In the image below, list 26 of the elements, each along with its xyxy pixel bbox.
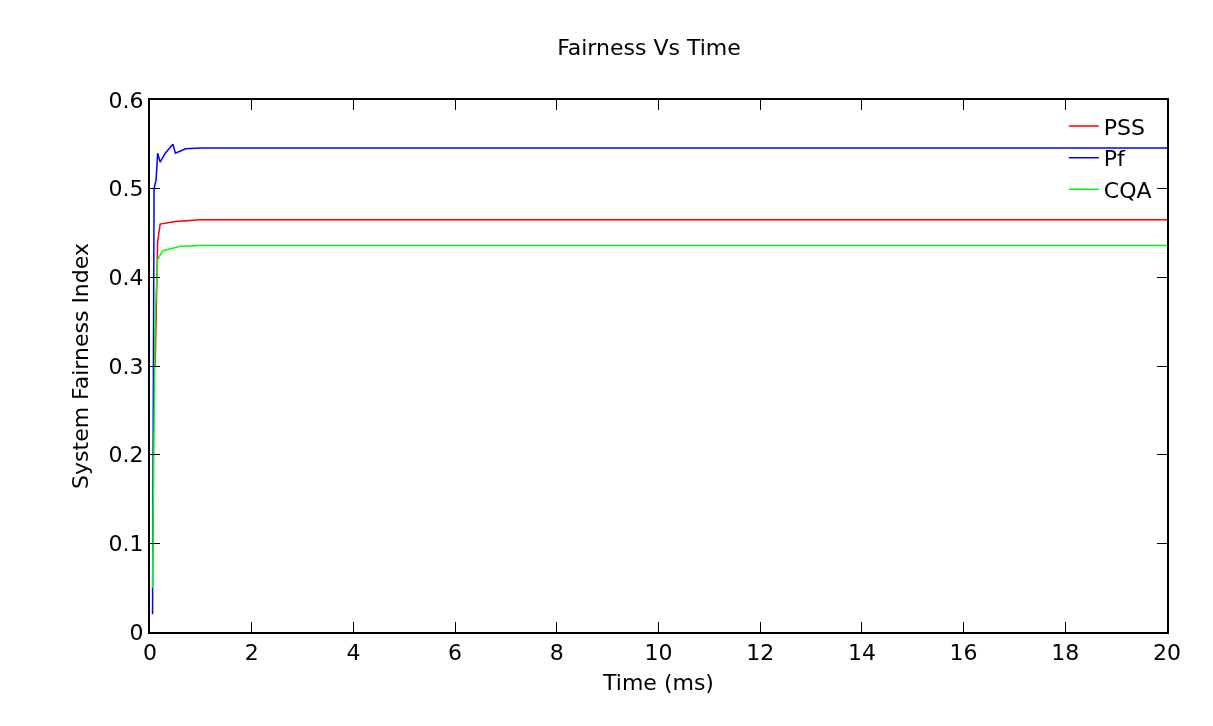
line-series [151,143,1167,616]
legend-label: Pf [1103,146,1127,172]
line-series [154,218,1167,367]
y-axis-title: System Fairness Index [67,243,93,489]
y-tick-label: 0.5 [108,176,144,202]
x-tick-label: 18 [1051,640,1080,666]
x-axis-title: Time (ms) [602,669,714,695]
x-tick-label: 12 [746,640,775,666]
legend-label: PSS [1103,114,1146,140]
y-tick-label: 0.4 [108,265,144,291]
legend-label: CQA [1103,177,1152,203]
y-tick-label: 0.3 [108,353,144,379]
x-tick-label: 4 [346,640,361,666]
y-tick-label: 0.6 [108,87,144,113]
x-tick-label: 2 [244,640,259,666]
chart-title: Fairness Vs Time [557,35,741,61]
x-tick-label: 10 [644,640,673,666]
x-tick-label: 8 [549,640,564,666]
x-tick-label: 6 [448,640,463,666]
y-tick-label: 0 [129,619,144,645]
x-tick-label: 16 [949,640,978,666]
line-series [151,244,1167,589]
y-tick-label: 0.1 [108,531,144,557]
x-tick-label: 14 [847,640,876,666]
y-tick-label: 0.2 [108,442,144,468]
x-tick-label: 20 [1153,640,1181,666]
